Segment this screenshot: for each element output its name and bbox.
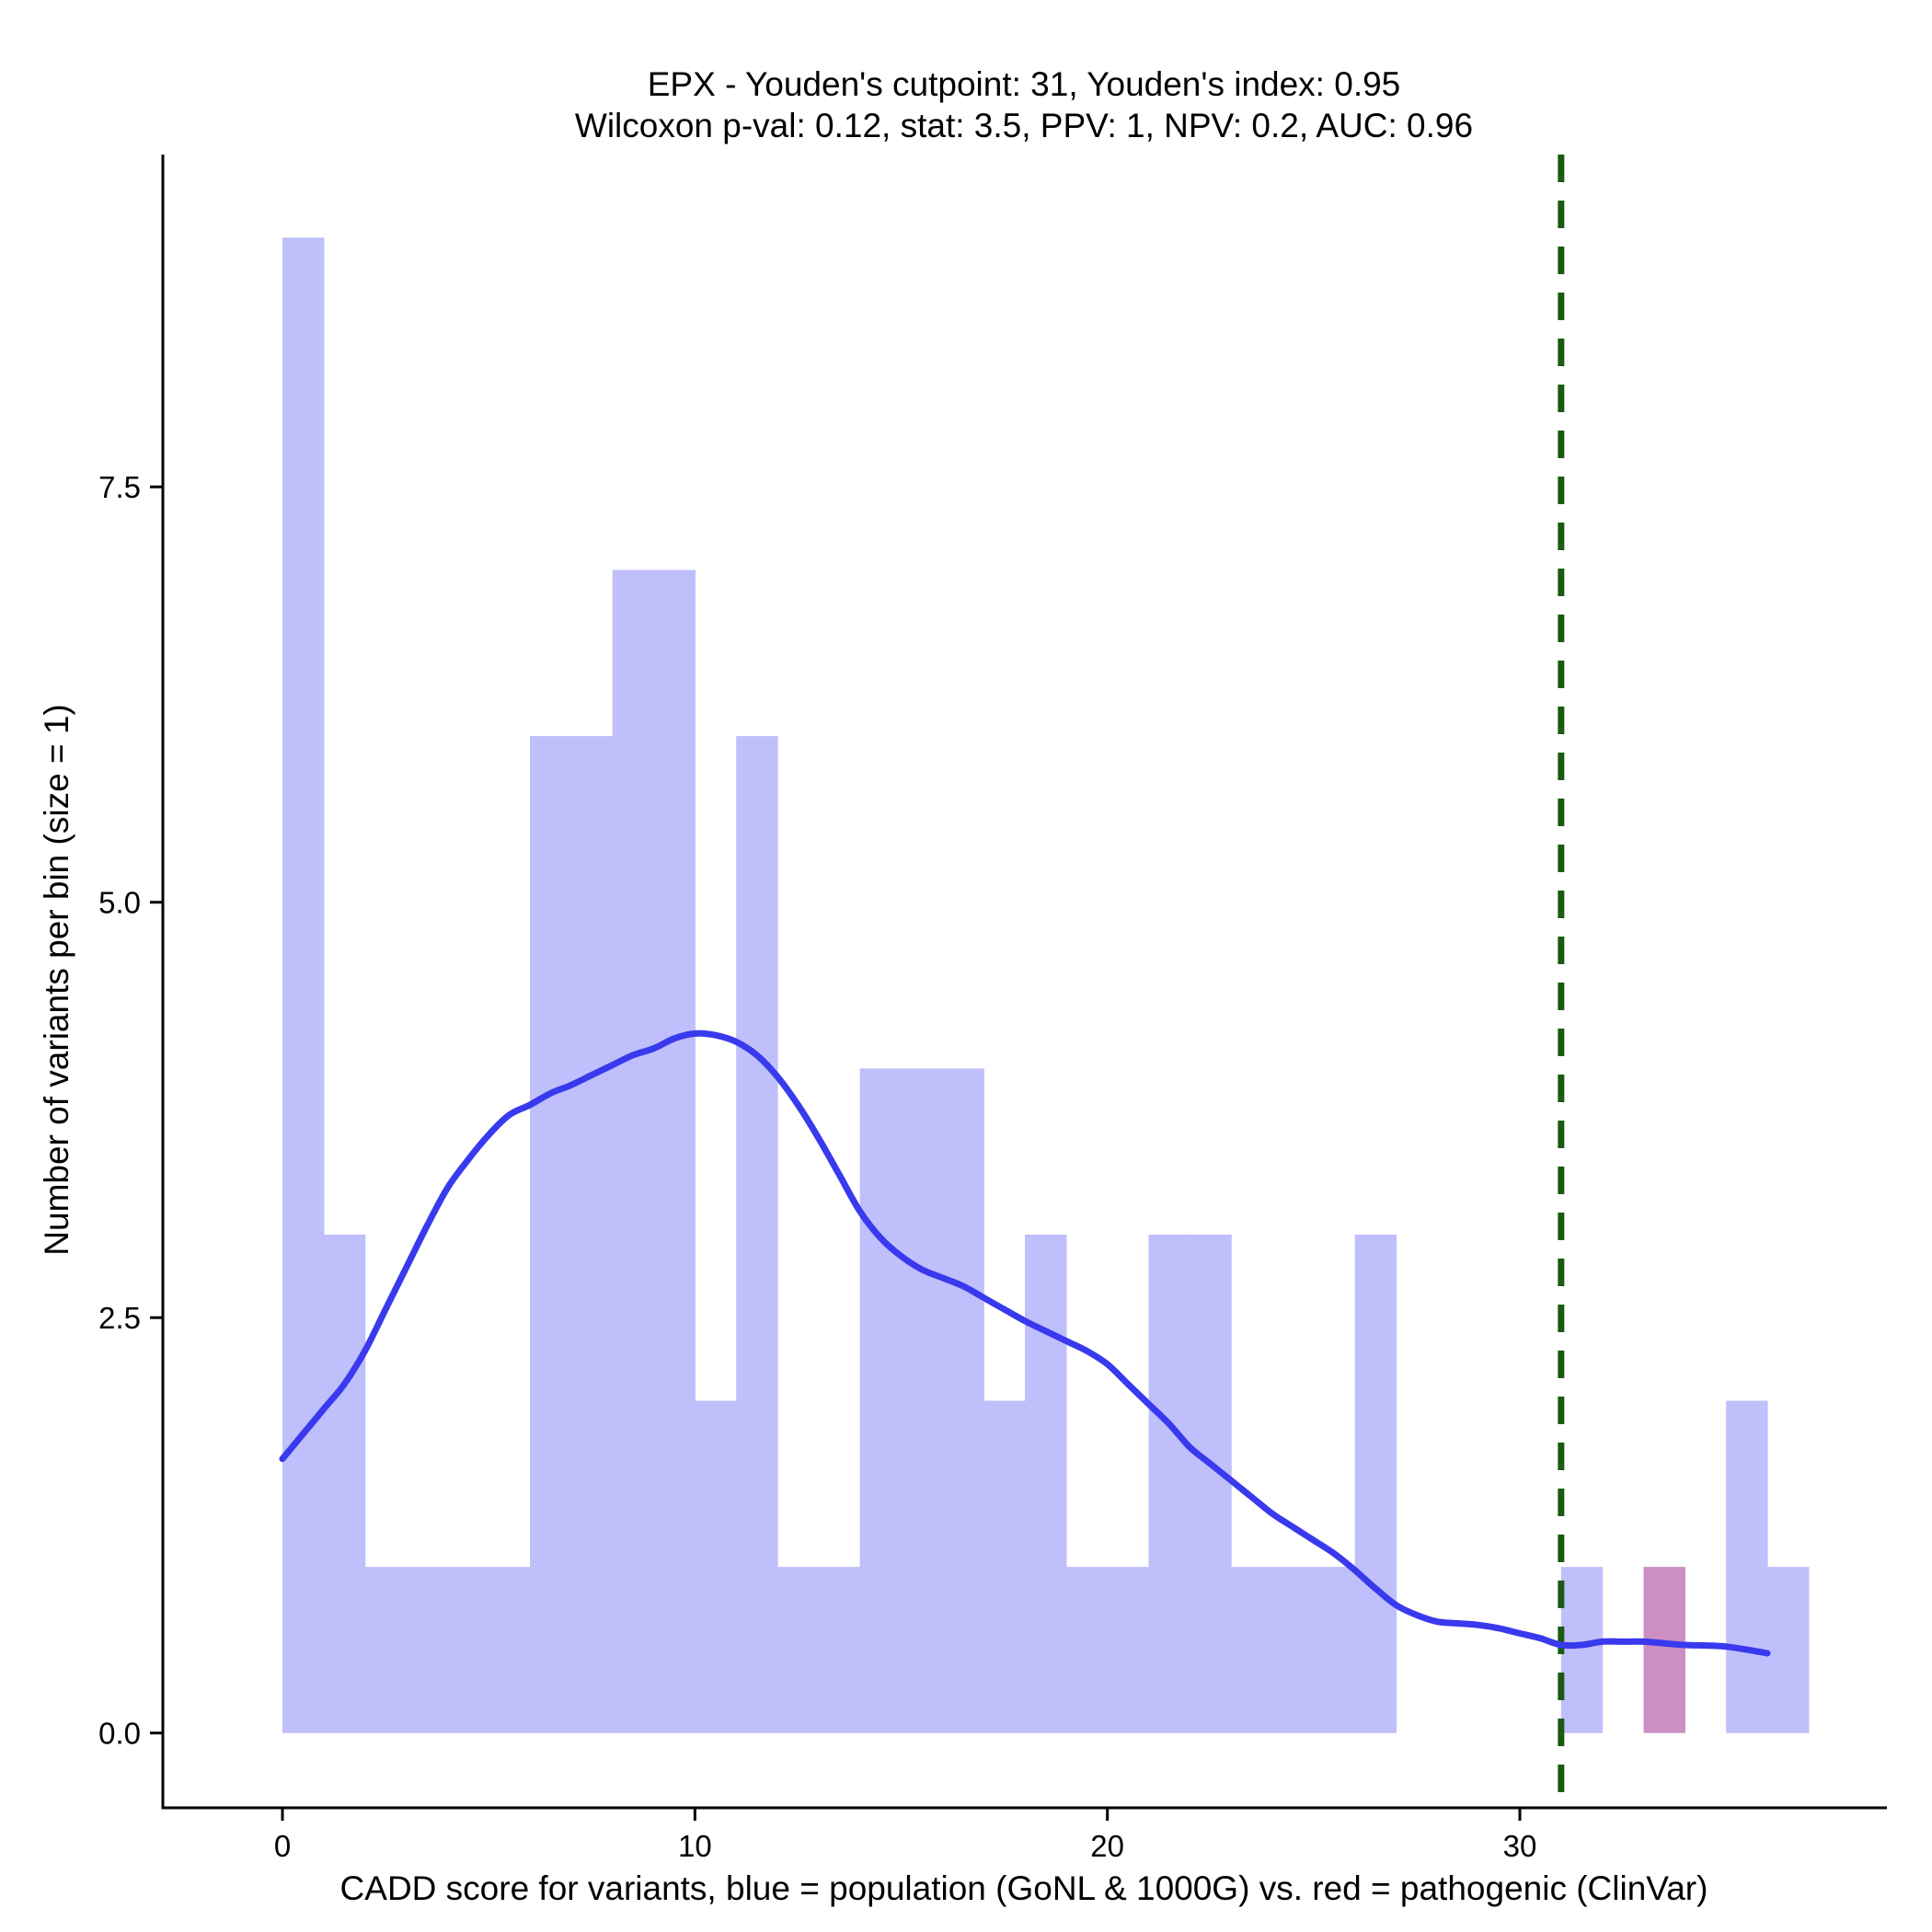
- x-axis-label: CADD score for variants, blue = populati…: [340, 1869, 1708, 1907]
- x-tick-label: 10: [678, 1829, 712, 1863]
- density-line: [279, 1029, 1771, 1657]
- population-bar: [942, 1068, 984, 1733]
- population-bar: [1354, 1234, 1397, 1733]
- y-tick-label: 0.0: [98, 1717, 141, 1751]
- bars-layer: [282, 237, 1810, 1733]
- population-bar: [1726, 1400, 1768, 1733]
- population-bar: [1766, 1567, 1810, 1733]
- population-bar: [1231, 1567, 1273, 1733]
- population-bar: [1560, 1567, 1604, 1733]
- x-tick-label: 0: [274, 1829, 291, 1863]
- population-bar: [282, 237, 325, 1733]
- chart-title: EPX - Youden's cutpoint: 31, Youden's in…: [648, 65, 1401, 103]
- population-bar: [777, 1567, 820, 1733]
- population-bar: [653, 569, 696, 1733]
- population-bar: [570, 736, 614, 1733]
- population-bar: [612, 569, 655, 1733]
- y-ticks-layer: 0.0 2.5 5.0 7.5: [98, 470, 163, 1751]
- population-bar: [447, 1567, 489, 1733]
- y-tick-label: 7.5: [98, 470, 141, 504]
- population-bar: [530, 736, 572, 1733]
- population-bar: [1190, 1234, 1232, 1733]
- x-ticks-layer: 0 10 20 30: [274, 1808, 1537, 1863]
- y-tick-label: 5.0: [98, 886, 141, 920]
- population-bar: [901, 1068, 943, 1733]
- population-bar: [1107, 1567, 1150, 1733]
- population-bar: [364, 1567, 408, 1733]
- density-layer: [279, 1029, 1771, 1657]
- y-tick-label: 2.5: [98, 1301, 141, 1335]
- population-bar: [859, 1068, 903, 1733]
- population-bar: [1272, 1567, 1315, 1733]
- population-bar: [323, 1234, 366, 1733]
- x-tick-label: 30: [1503, 1829, 1537, 1863]
- population-bar: [983, 1400, 1026, 1733]
- population-bar: [1065, 1567, 1109, 1733]
- population-bar: [736, 736, 778, 1733]
- x-tick-label: 20: [1090, 1829, 1124, 1863]
- population-bar: [818, 1567, 861, 1733]
- population-bar: [489, 1567, 531, 1733]
- population-bar: [406, 1567, 448, 1733]
- y-axis-label: Number of variants per bin (size = 1): [38, 704, 75, 1255]
- population-bar: [695, 1400, 737, 1733]
- population-bar: [1025, 1234, 1067, 1733]
- population-bar: [1313, 1567, 1356, 1733]
- chart-subtitle: Wilcoxon p-val: 0.12, stat: 3.5, PPV: 1,…: [575, 107, 1473, 144]
- pathogenic-bar: [1643, 1567, 1685, 1733]
- population-bar: [1148, 1234, 1190, 1733]
